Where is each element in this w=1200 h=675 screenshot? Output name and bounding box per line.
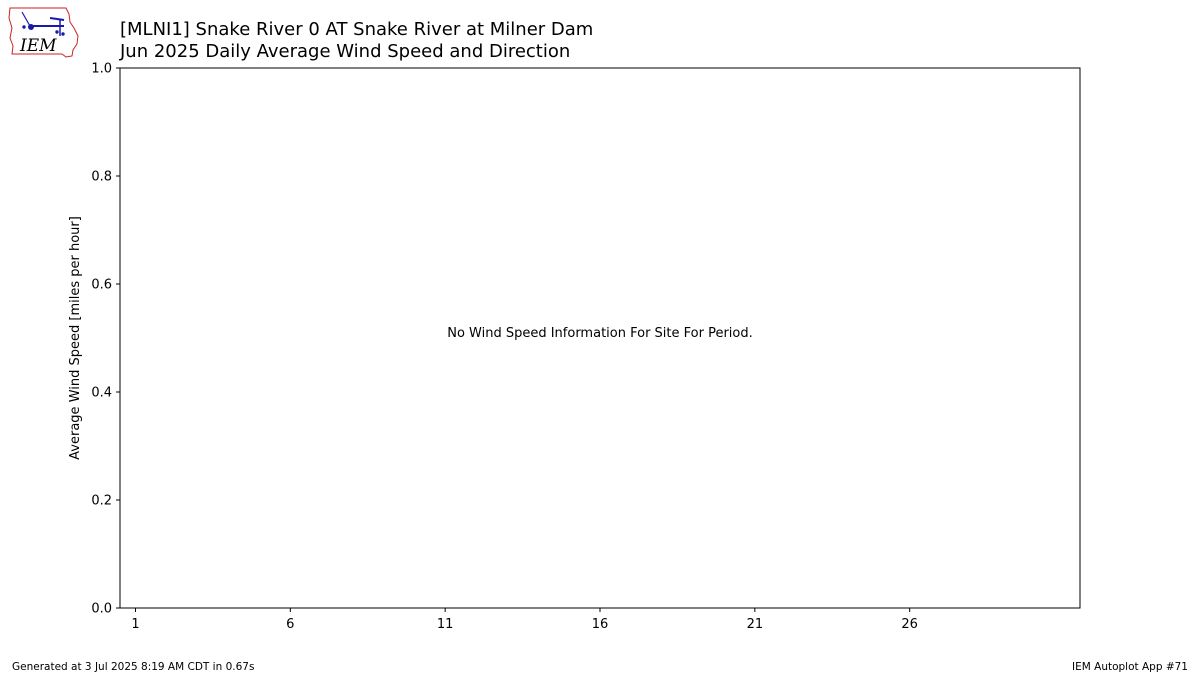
x-tick-label: 21 [747,617,764,632]
iem-logo: IEM [8,7,79,58]
x-tick-label: 6 [286,617,294,632]
weather-station-icon [21,11,65,36]
plot-area [119,67,1081,609]
y-tick-label: 0.2 [91,494,112,509]
chart-subtitle: Jun 2025 Daily Average Wind Speed and Di… [119,41,570,62]
footer-generated: Generated at 3 Jul 2025 8:19 AM CDT in 0… [12,661,254,673]
x-axis: 1 6 11 16 21 26 [131,608,918,632]
x-tick-label: 16 [592,617,609,632]
x-tick-label: 26 [901,617,918,632]
footer-app-label: IEM Autoplot App #71 [1072,661,1188,673]
iowa-state-outline [8,7,79,58]
logo-text: IEM [19,36,57,56]
y-tick-label: 0.0 [91,602,112,617]
chart-title: [MLNI1] Snake River 0 AT Snake River at … [120,19,593,40]
y-tick-label: 0.4 [91,386,112,401]
y-axis: 0.0 0.2 0.4 0.6 0.8 1.0 [91,62,120,617]
x-tick-label: 11 [437,617,454,632]
y-tick-label: 1.0 [91,62,112,77]
y-tick-label: 0.8 [91,170,112,185]
y-tick-label: 0.6 [91,278,112,293]
x-tick-label: 1 [131,617,139,632]
y-axis-label: Average Wind Speed [miles per hour] [68,216,83,460]
no-data-message: No Wind Speed Information For Site For P… [447,326,753,341]
